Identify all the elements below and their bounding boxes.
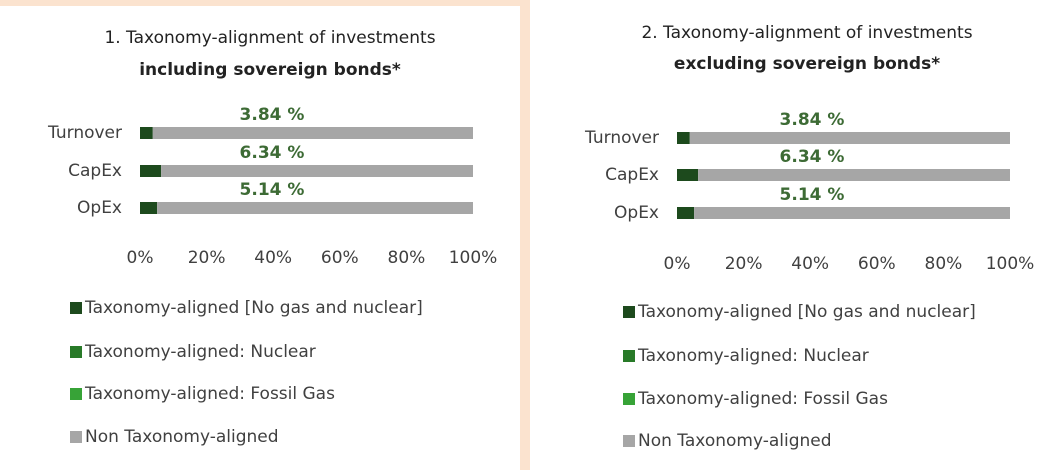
legend-swatch [623, 393, 635, 405]
category-label: CapEx [605, 165, 659, 185]
x-tick-label: 80% [925, 254, 963, 274]
legend-label: Taxonomy-aligned: Fossil Gas [637, 389, 888, 409]
legend-swatch [623, 306, 635, 318]
chart-title: 1. Taxonomy-alignment of investments [104, 28, 435, 48]
category-label: Turnover [47, 123, 122, 143]
x-tick-label: 100% [449, 248, 498, 268]
x-tick-label: 80% [388, 248, 426, 268]
x-tick-label: 0% [127, 248, 154, 268]
left-panel [0, 0, 528, 470]
chart-subtitle: including sovereign bonds* [139, 60, 401, 80]
category-label: OpEx [614, 203, 659, 223]
value-label: 5.14 % [780, 185, 845, 205]
x-tick-label: 40% [254, 248, 292, 268]
category-label: OpEx [77, 198, 122, 218]
bar-segment [689, 132, 1010, 144]
legend-label: Taxonomy-aligned [No gas and nuclear] [637, 302, 976, 322]
x-tick-label: 100% [986, 254, 1035, 274]
value-label: 3.84 % [780, 110, 845, 130]
legend-label: Non Taxonomy-aligned [638, 431, 832, 451]
value-label: 5.14 % [240, 180, 305, 200]
bar-segment [677, 132, 690, 144]
x-tick-label: 40% [791, 254, 829, 274]
bar-segment [140, 127, 153, 139]
panel-border [520, 0, 530, 470]
bar-segment [694, 207, 1010, 219]
x-tick-label: 20% [188, 248, 226, 268]
bar-segment [152, 127, 473, 139]
x-tick-label: 60% [858, 254, 896, 274]
bar-segment [140, 202, 158, 214]
bar-segment [157, 202, 473, 214]
legend-swatch [70, 388, 82, 400]
category-label: Turnover [584, 128, 659, 148]
legend-swatch [623, 350, 635, 362]
legend-label: Taxonomy-aligned [No gas and nuclear] [84, 298, 423, 318]
bar-segment [698, 169, 1010, 181]
bar-segment [677, 169, 699, 181]
x-tick-label: 60% [321, 248, 359, 268]
legend-label: Taxonomy-aligned: Nuclear [84, 342, 316, 362]
bar-segment [161, 165, 474, 177]
legend-swatch [70, 431, 82, 443]
value-label: 6.34 % [780, 147, 845, 167]
value-label: 3.84 % [240, 105, 305, 125]
category-label: CapEx [68, 161, 122, 181]
legend-label: Non Taxonomy-aligned [85, 427, 279, 447]
value-label: 6.34 % [240, 143, 305, 163]
legend-label: Taxonomy-aligned: Fossil Gas [84, 384, 335, 404]
bar-segment [140, 165, 162, 177]
chart-title: 2. Taxonomy-alignment of investments [641, 23, 972, 43]
legend-swatch [70, 346, 82, 358]
x-tick-label: 20% [725, 254, 763, 274]
x-tick-label: 0% [664, 254, 691, 274]
bar-segment [677, 207, 695, 219]
chart-subtitle: excluding sovereign bonds* [674, 54, 940, 74]
legend-swatch [70, 302, 82, 314]
legend-label: Taxonomy-aligned: Nuclear [637, 346, 869, 366]
legend-swatch [623, 435, 635, 447]
panel-border [0, 0, 528, 6]
